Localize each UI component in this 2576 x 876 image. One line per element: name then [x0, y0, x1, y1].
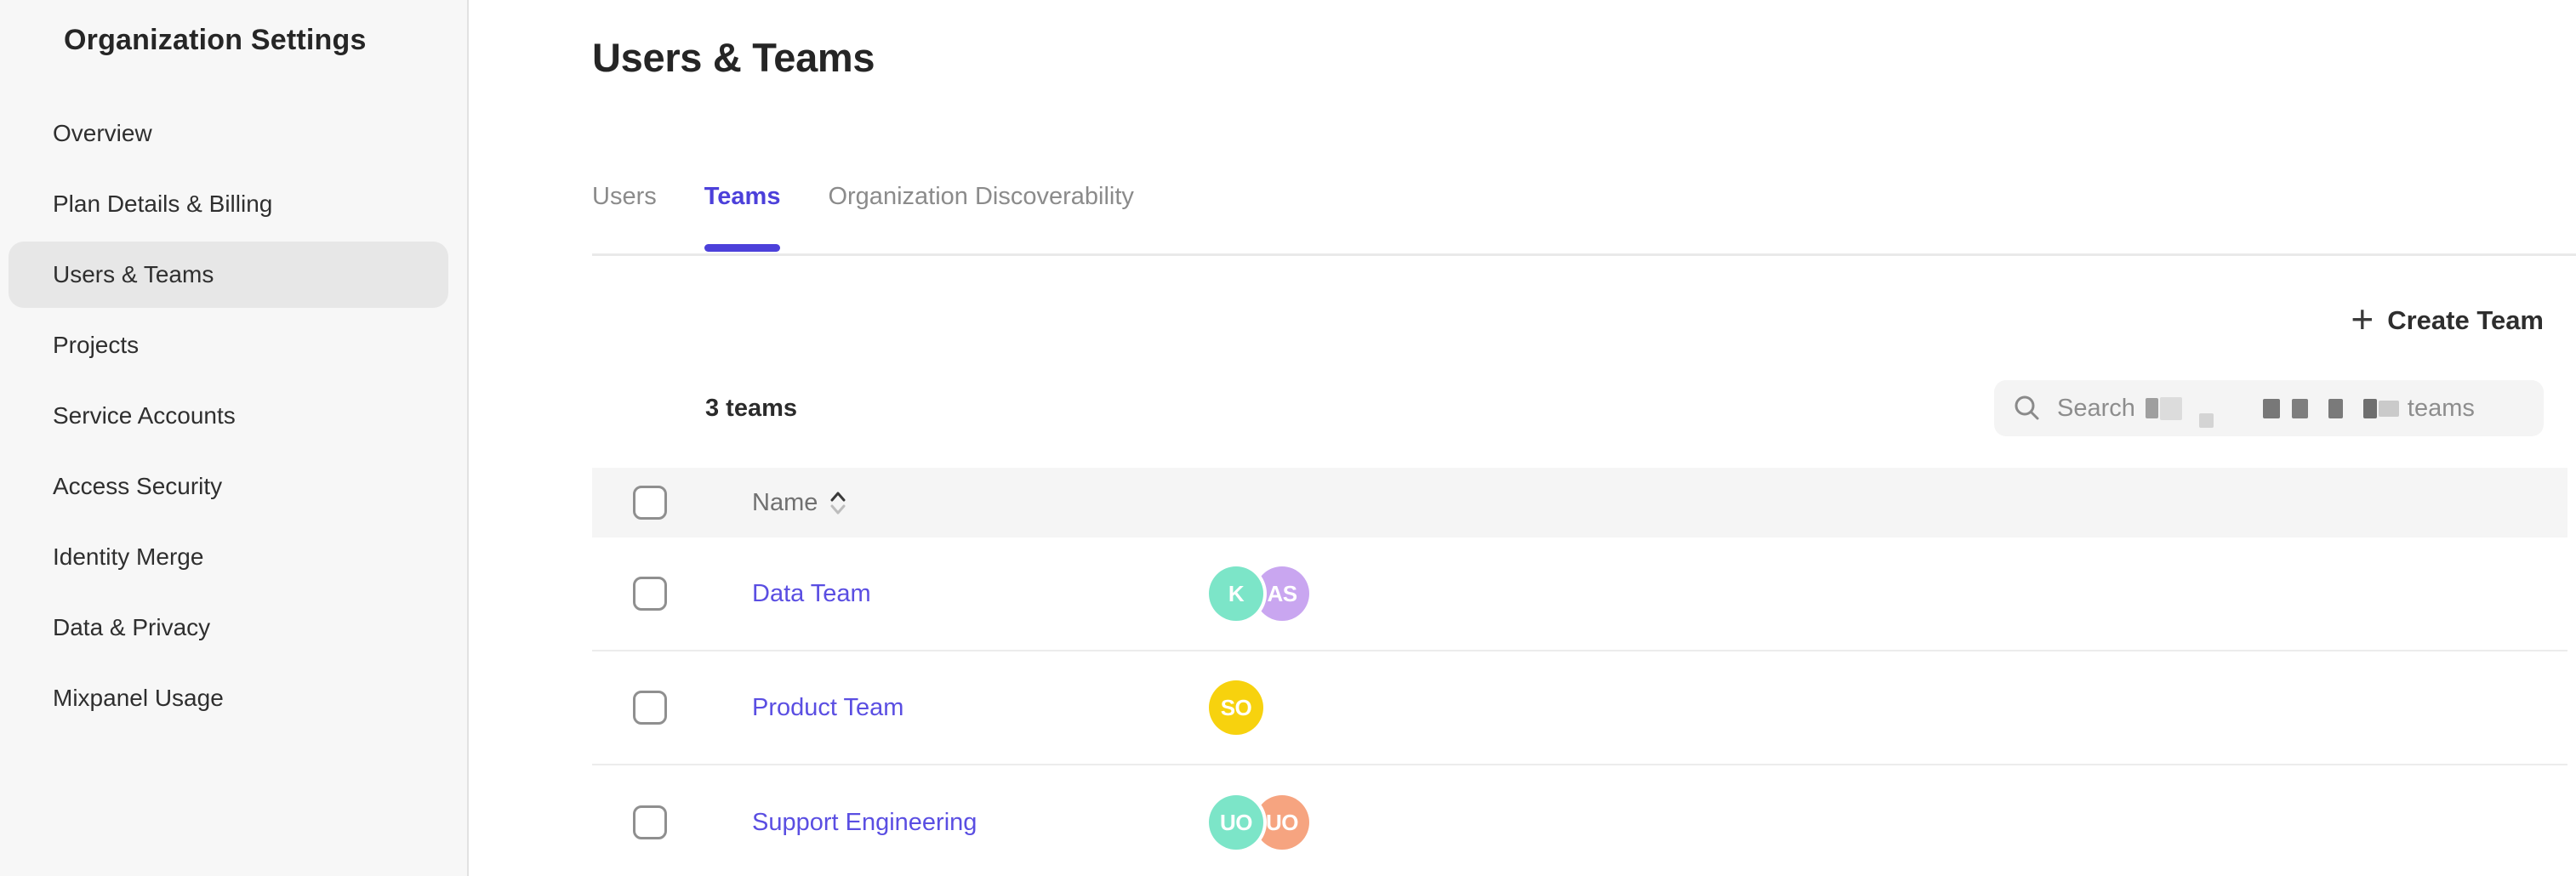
list-controls: 3 teams Search teams	[592, 380, 2576, 436]
avatar: AS	[1255, 566, 1309, 621]
redacted-block	[2159, 396, 2182, 420]
teams-count: 3 teams	[705, 394, 798, 422]
create-team-label: Create Team	[2387, 305, 2544, 335]
table-row-support-engineering: Support Engineering UO UO	[592, 765, 2567, 876]
create-team-button[interactable]: + Create Team	[2351, 297, 2544, 341]
team-search-input[interactable]: Search teams	[1994, 380, 2544, 436]
redacted-block	[2262, 398, 2280, 418]
table-body: Data Team K AS Product Team SO Support Engine…	[592, 538, 2567, 876]
tab-teams[interactable]: Teams	[704, 182, 780, 253]
toolbar: + Create Team	[592, 297, 2576, 341]
avatar: UO	[1255, 795, 1309, 850]
teams-table: Name Data Team K AS Product Team SO Support E…	[592, 468, 2567, 876]
name-column-header[interactable]: Name	[752, 489, 846, 517]
sidebar-item-users-teams[interactable]: Users & Teams	[9, 242, 448, 308]
member-avatars: K AS	[1209, 566, 1309, 621]
sidebar: Organization Settings Overview Plan Detai…	[0, 0, 469, 876]
team-name-link[interactable]: Data Team	[752, 579, 871, 607]
avatar: SO	[1209, 680, 1263, 735]
team-name-link[interactable]: Product Team	[752, 693, 904, 721]
sidebar-item-mixpanel-usage[interactable]: Mixpanel Usage	[53, 685, 224, 711]
sidebar-item-plan-details-billing[interactable]: Plan Details & Billing	[53, 191, 273, 217]
page-title: Users & Teams	[592, 35, 875, 80]
table-header: Name	[592, 468, 2567, 538]
tab-organization-discoverability[interactable]: Organization Discoverability	[828, 183, 1134, 210]
sort-icon	[829, 492, 846, 515]
redacted-block	[2291, 398, 2308, 418]
redacted-block	[2198, 412, 2214, 428]
team-name-link[interactable]: Support Engineering	[752, 808, 977, 836]
sidebar-nav: Overview Plan Details & Billing Users & Te…	[0, 100, 467, 731]
sidebar-item-identity-merge[interactable]: Identity Merge	[53, 543, 204, 570]
search-placeholder-suffix: teams	[2407, 394, 2475, 422]
select-all-checkbox[interactable]	[633, 486, 667, 520]
sidebar-item-overview[interactable]: Overview	[53, 120, 152, 146]
row-checkbox[interactable]	[633, 691, 667, 725]
sidebar-item-access-security[interactable]: Access Security	[53, 473, 223, 499]
sidebar-item-data-privacy[interactable]: Data & Privacy	[53, 614, 211, 640]
search-placeholder-prefix: Search	[2057, 394, 2135, 422]
search-icon	[2015, 395, 2039, 420]
table-row-data-team: Data Team K AS	[592, 538, 2567, 651]
tab-users[interactable]: Users	[592, 183, 657, 210]
avatar: K	[1209, 566, 1263, 621]
member-avatars: UO UO	[1209, 795, 1309, 850]
table-row-product-team: Product Team SO	[592, 651, 2567, 765]
tab-bar: Users Teams Organization Discoverability	[592, 182, 2576, 256]
redacted-block	[2362, 398, 2377, 418]
plus-icon: +	[2351, 297, 2374, 341]
sidebar-item-projects[interactable]: Projects	[53, 332, 140, 358]
member-avatars: SO	[1209, 680, 1263, 735]
row-checkbox[interactable]	[633, 805, 667, 839]
row-checkbox[interactable]	[633, 577, 667, 611]
sidebar-item-service-accounts[interactable]: Service Accounts	[53, 402, 236, 429]
redacted-block	[2145, 398, 2158, 418]
redacted-block	[2378, 400, 2399, 417]
main-content: Users & Teams Users Teams Organization Dis…	[469, 0, 2576, 876]
sidebar-title: Organization Settings	[64, 24, 367, 56]
redacted-block	[2328, 398, 2343, 418]
avatar: UO	[1209, 795, 1263, 850]
